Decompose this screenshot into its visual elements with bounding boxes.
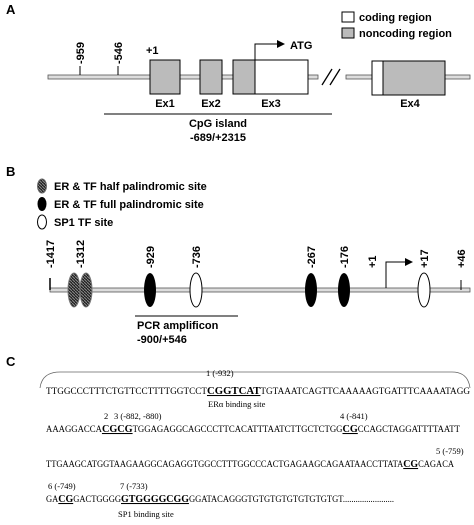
cpg-title: CpG island — [189, 118, 247, 130]
panel-label: B — [6, 164, 15, 179]
motif: CGGTCAT — [207, 386, 260, 397]
legend-swatch — [37, 214, 47, 230]
exon-noncoding — [149, 59, 181, 95]
legend-label: SP1 TF site — [54, 217, 113, 229]
exon-label: Ex2 — [201, 98, 221, 110]
motif: CGCG — [102, 424, 133, 435]
atg-label: ATG — [290, 40, 312, 52]
panel-label: C — [6, 354, 16, 369]
legend-label: ER & TF full palindromic site — [54, 199, 204, 211]
position-label: -546 — [113, 42, 125, 64]
sequence-line: GACGGACTGGGGGTGGGGCGGGGATACAGGGTGTGTGTGT… — [46, 494, 394, 505]
sequence-segment: AAAGGACCA — [46, 424, 102, 434]
half-site — [79, 272, 93, 308]
annotation: 4 (-841) — [340, 411, 368, 421]
site-label: +46 — [456, 249, 468, 268]
sequence-segment: GA — [46, 494, 59, 504]
sequence: TTGGCCCTTTCTGTTCCTTTTGGTCCT CGGTCATTGTAAA… — [46, 368, 471, 519]
break-mark — [321, 68, 333, 86]
site-label: +17 — [419, 249, 431, 268]
promoter-line — [49, 287, 471, 293]
full-site — [338, 273, 350, 307]
exon-label: Ex3 — [261, 98, 281, 110]
legend-label: noncoding region — [359, 28, 452, 40]
sequence-line: AAAGGACCACGCGTGGAGAGGCAGCCCTTCACATTTAATC… — [46, 424, 460, 435]
annotation: SP1 binding site — [118, 509, 174, 519]
site-label: -267 — [306, 246, 318, 268]
sequence-line: TTGAAGCATGGTAAGAAGGCAGAGGTGGCCTTTGGCCCAC… — [46, 459, 454, 470]
sequence-segment: TGGAGAGGCAGCCCTTCACATTTAATCTTGCTCTGG — [133, 424, 343, 434]
sequence-segment: TTGAAGCATGGTAAGAAGGCAGAGGTGGCCTTTGGCCCAC… — [46, 459, 404, 469]
sp1-site — [417, 272, 431, 308]
annotation: 5 (-759) — [436, 446, 464, 456]
sequence-segment: TGTAAATCAGTTCAAAAAGTGATTTCAAAATAGG — [260, 386, 470, 396]
legend-swatch — [37, 178, 47, 194]
annotation: 1 (-932) — [206, 368, 234, 378]
exon-noncoding — [199, 59, 223, 95]
atg-arrow — [254, 40, 285, 60]
site-label: +1 — [367, 255, 379, 268]
panel-label: A — [6, 2, 16, 17]
pcr-title: PCR amplificon — [137, 320, 219, 332]
full-site — [305, 273, 317, 307]
legend-label: coding region — [359, 12, 432, 24]
sequence-segment: GGATACAGGGTGTGTGTGTGTGTGTGT.............… — [189, 494, 394, 504]
annotation: 3 (-882, -880) — [114, 411, 162, 421]
legend-label: ER & TF half palindromic site — [54, 181, 207, 193]
annotation: 6 (-749) — [48, 481, 76, 491]
motif: CG — [58, 494, 73, 505]
half-site — [67, 272, 81, 308]
exon-coding — [254, 59, 309, 95]
sequence-segment: CAGACA — [418, 459, 454, 469]
legend-swatch — [341, 27, 355, 39]
legend-swatch — [341, 11, 355, 23]
full-site — [144, 273, 156, 307]
exon-label: Ex4 — [400, 98, 420, 110]
cpg-range: -689/+2315 — [190, 132, 246, 144]
annotation: 7 (-733) — [120, 481, 148, 491]
site-label: -929 — [145, 246, 157, 268]
position-label: -959 — [75, 42, 87, 64]
annotation: ERα binding site — [208, 399, 266, 409]
sequence-segment: CCAGCTAGGATTTTAATT — [358, 424, 461, 434]
exon-noncoding — [382, 60, 446, 96]
motif: GTGGGGCGG — [121, 494, 189, 505]
sequence-segment: GACTGGGG — [73, 494, 121, 504]
sp1-site — [189, 272, 203, 308]
break-mark — [329, 68, 341, 86]
exon-coding — [371, 60, 384, 96]
site-label: -1417 — [45, 240, 57, 268]
bracket — [39, 371, 471, 389]
site-label: -736 — [191, 246, 203, 268]
start-label: +1 — [146, 45, 159, 57]
site-label: -1312 — [75, 240, 87, 268]
motif: CG — [403, 459, 418, 470]
legend-swatch — [37, 197, 47, 211]
site-label: -176 — [339, 246, 351, 268]
exon-noncoding — [232, 59, 256, 95]
sequence-segment: TTGGCCCTTTCTGTTCCTTTTGGTCCT — [46, 386, 207, 396]
motif: CG — [342, 424, 357, 435]
annotation: 2 — [104, 411, 108, 421]
exon-label: Ex1 — [155, 98, 175, 110]
gene-line — [47, 74, 319, 80]
tss-arrow — [385, 258, 413, 288]
sequence-line: TTGGCCCTTTCTGTTCCTTTTGGTCCT CGGTCATTGTAAA… — [46, 386, 471, 397]
pcr-range: -900/+546 — [137, 334, 187, 346]
